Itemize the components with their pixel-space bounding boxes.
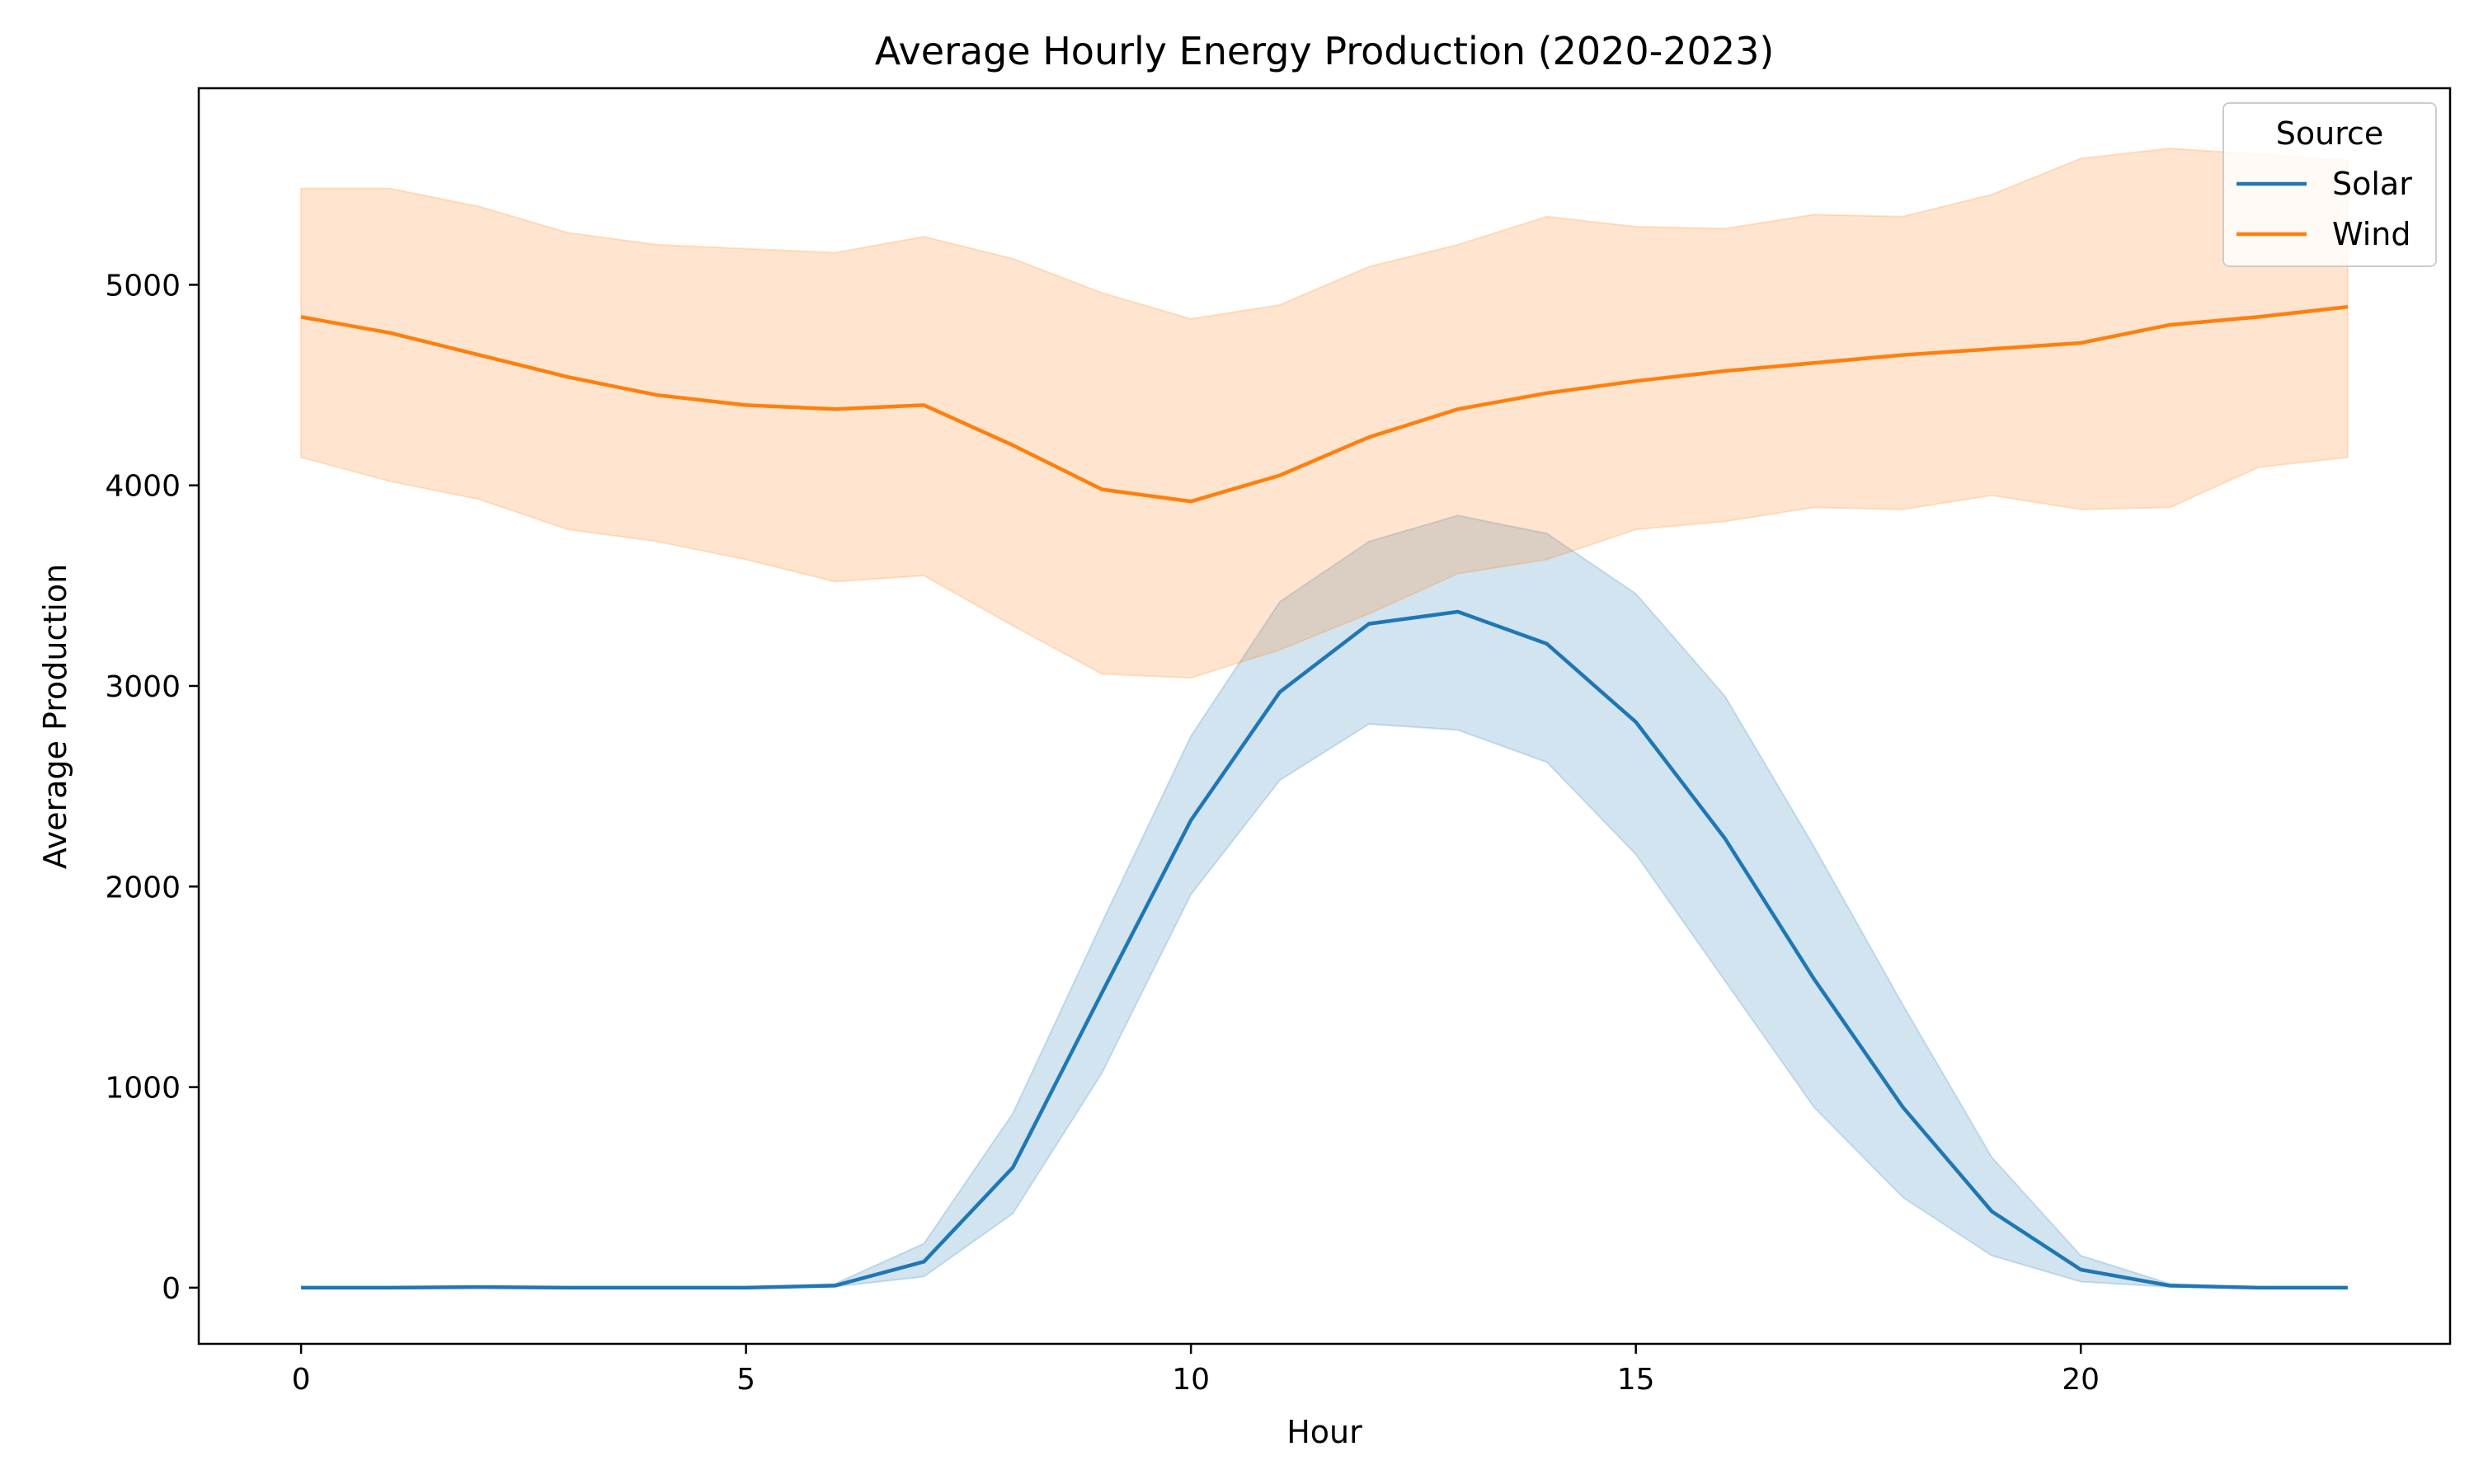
x-axis-ticks: 0 5 10 15 20 (292, 1344, 2100, 1397)
chart-title: Average Hourly Energy Production (2020-2… (875, 29, 1775, 73)
x-tick-label: 15 (1617, 1363, 1655, 1397)
legend: Source Solar Wind (2222, 102, 2437, 267)
y-tick-label: 5000 (105, 269, 181, 303)
series-lines (300, 304, 2349, 1290)
wind-confidence-band (300, 147, 2349, 679)
y-tick-label: 0 (162, 1272, 181, 1306)
y-tick-label: 3000 (105, 670, 181, 704)
confidence-bands (300, 147, 2349, 1289)
solar-confidence-band (301, 514, 2348, 1289)
solar-line (301, 609, 2348, 1290)
y-tick-label: 4000 (105, 470, 181, 504)
y-tick-label: 2000 (105, 871, 181, 904)
y-axis-title: Average Production (37, 564, 73, 869)
legend-label-wind: Wind (2332, 216, 2411, 252)
legend-title: Source (2276, 115, 2384, 152)
x-tick-label: 0 (292, 1363, 311, 1397)
y-axis-ticks: 0 1000 2000 3000 4000 5000 (105, 269, 199, 1306)
x-tick-label: 5 (736, 1363, 755, 1397)
legend-label-solar: Solar (2332, 166, 2412, 202)
y-tick-label: 1000 (105, 1072, 181, 1106)
plot-area (199, 88, 2450, 1344)
wind-line (300, 304, 2349, 504)
axes-frame (197, 87, 2452, 1345)
x-tick-label: 10 (1172, 1363, 1210, 1397)
x-axis-title: Hour (1286, 1414, 1362, 1450)
legend-box (2222, 102, 2437, 267)
x-tick-label: 20 (2062, 1363, 2100, 1397)
